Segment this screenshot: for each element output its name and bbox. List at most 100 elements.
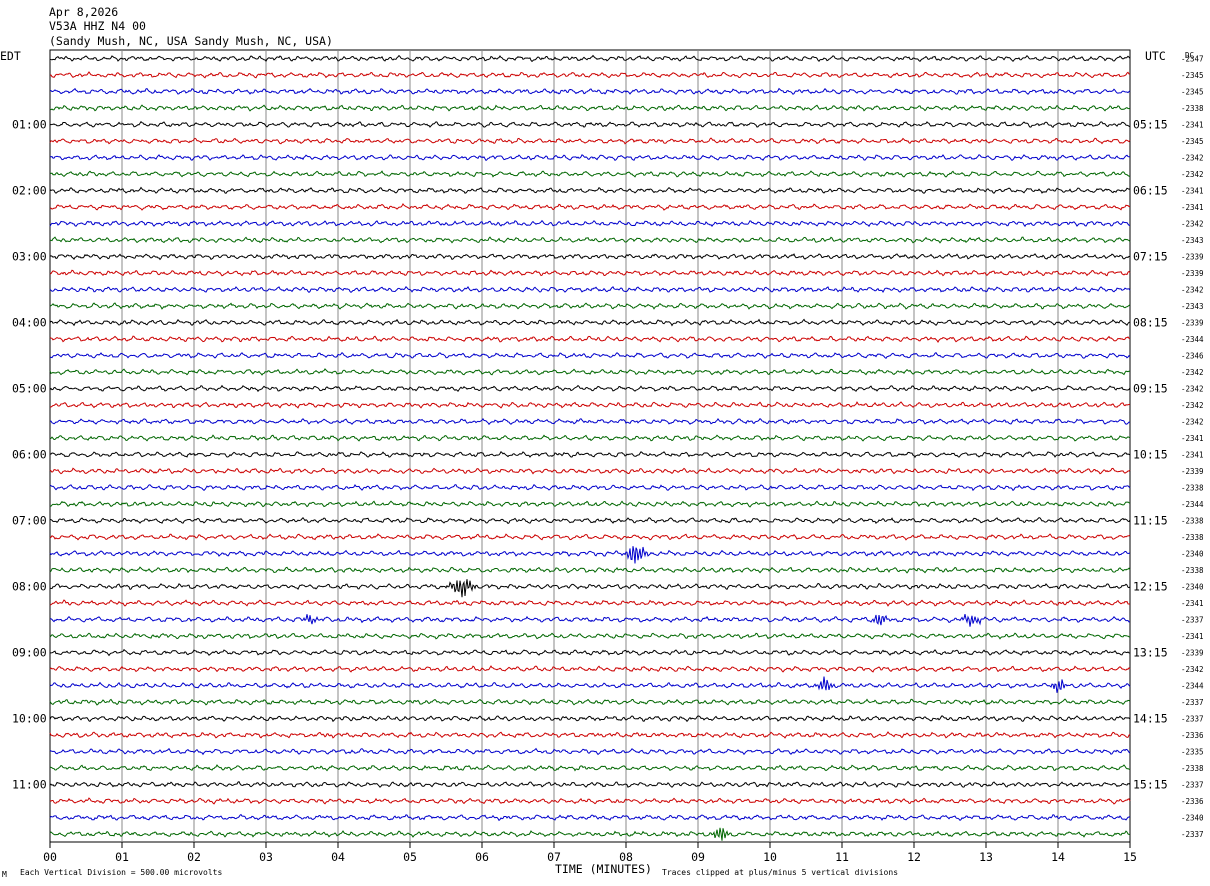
trace-row-47 — [49, 827, 1131, 841]
trace-row-7 — [49, 170, 1131, 178]
right-hour-label: 09:15 — [1133, 382, 1168, 396]
dc-value-label: -2336 — [1181, 731, 1204, 740]
trace-row-19 — [49, 368, 1131, 376]
x-tick-label: 06 — [475, 850, 489, 864]
dc-value-label: -2337 — [1181, 715, 1204, 724]
dc-value-label: -2341 — [1181, 203, 1204, 212]
seismogram-traces — [49, 54, 1131, 841]
dc-value-label: -2340 — [1181, 583, 1204, 592]
trace-row-46 — [49, 813, 1131, 822]
trace-row-20 — [49, 384, 1131, 393]
dc-header-label: DC — [1185, 51, 1194, 60]
right-hour-label: 12:15 — [1133, 580, 1168, 594]
dc-value-label: -2341 — [1181, 451, 1204, 460]
trace-row-43 — [49, 764, 1131, 772]
right-hour-label: 10:15 — [1133, 448, 1168, 462]
dc-value-label: -2338 — [1181, 484, 1204, 493]
dc-value-label: -2337 — [1181, 781, 1204, 790]
dc-value-label: -2342 — [1181, 286, 1204, 295]
trace-row-42 — [49, 747, 1131, 756]
left-hour-label: 10:00 — [12, 712, 47, 726]
dc-value-label: -2335 — [1181, 748, 1204, 757]
trace-row-36 — [49, 648, 1131, 657]
trace-row-38 — [49, 676, 1131, 693]
x-tick-label: 03 — [259, 850, 273, 864]
dc-value-label: -2345 — [1181, 88, 1204, 97]
trace-row-13 — [49, 269, 1131, 277]
dc-value-label: -2342 — [1181, 368, 1204, 377]
left-hour-label: 06:00 — [12, 448, 47, 462]
header-station: V53A HHZ N4 00 — [49, 19, 146, 33]
trace-row-12 — [49, 253, 1131, 261]
trace-row-35 — [49, 632, 1131, 640]
trace-row-23 — [49, 434, 1131, 442]
dc-value-label: -2339 — [1181, 649, 1204, 658]
clip-note: Traces clipped at plus/minus 5 vertical … — [662, 868, 898, 877]
plot-frame — [49, 49, 1131, 843]
dc-value-label: -2344 — [1181, 335, 1204, 344]
dc-value-label: -2342 — [1181, 401, 1204, 410]
left-hour-label: 03:00 — [12, 250, 47, 264]
trace-row-0 — [49, 54, 1131, 63]
dc-value-label: -2342 — [1181, 418, 1204, 427]
dc-value-label: -2338 — [1181, 764, 1204, 773]
dc-value-label: -2336 — [1181, 797, 1204, 806]
dc-value-label: -2338 — [1181, 566, 1204, 575]
x-tick-label: 00 — [43, 850, 57, 864]
trace-row-10 — [49, 219, 1131, 228]
trace-row-33 — [49, 599, 1131, 607]
left-hour-label: 04:00 — [12, 316, 47, 330]
x-tick-label: 02 — [187, 850, 201, 864]
dc-value-label: -2339 — [1181, 253, 1204, 262]
dc-value-label: -2342 — [1181, 154, 1204, 163]
trace-row-30 — [49, 546, 1131, 564]
x-tick-label: 14 — [1051, 850, 1065, 864]
dc-value-label: -2337 — [1181, 698, 1204, 707]
dc-value-label: -2341 — [1181, 599, 1204, 608]
trace-row-2 — [49, 87, 1131, 95]
trace-row-37 — [49, 665, 1131, 673]
right-hour-label: 06:15 — [1133, 184, 1168, 198]
left-hour-label: 05:00 — [12, 382, 47, 396]
trace-row-34 — [49, 613, 1131, 627]
dc-value-label: -2342 — [1181, 385, 1204, 394]
x-axis-label: TIME (MINUTES) — [555, 862, 652, 876]
left-hour-labels: 01:00 02:00 03:00 04:00 05:00 06:00 07:00 08:00… — [12, 118, 47, 792]
dc-value-label: -2347 — [1181, 55, 1204, 64]
left-timezone-label: EDT — [0, 49, 21, 63]
trace-row-17 — [49, 335, 1131, 343]
trace-row-44 — [49, 780, 1131, 788]
corner-mark: M — [2, 870, 7, 879]
dc-value-label: -2341 — [1181, 434, 1204, 443]
trace-row-9 — [49, 203, 1131, 211]
trace-row-18 — [49, 352, 1131, 360]
x-tick-label: 13 — [979, 850, 993, 864]
right-hour-label: 13:15 — [1133, 646, 1168, 660]
x-tick-label: 15 — [1123, 850, 1137, 864]
dc-value-label: -2344 — [1181, 500, 1204, 509]
x-tick-label: 01 — [115, 850, 129, 864]
dc-value-label: -2341 — [1181, 121, 1204, 130]
trace-row-14 — [49, 285, 1131, 294]
trace-row-40 — [49, 715, 1131, 723]
trace-row-29 — [49, 533, 1131, 541]
trace-row-3 — [49, 104, 1131, 112]
dc-value-label: -2343 — [1181, 236, 1204, 245]
left-hour-label: 09:00 — [12, 646, 47, 660]
dc-value-label: -2338 — [1181, 104, 1204, 113]
trace-row-8 — [49, 186, 1131, 194]
trace-row-15 — [49, 302, 1131, 310]
x-tick-label: 09 — [691, 850, 705, 864]
dc-value-label: -2339 — [1181, 467, 1204, 476]
trace-row-41 — [49, 731, 1131, 739]
header-date: Apr 8,2026 — [49, 5, 118, 19]
dc-value-label: -2340 — [1181, 814, 1204, 823]
dc-value-label: -2341 — [1181, 632, 1204, 641]
dc-value-label: -2345 — [1181, 71, 1204, 80]
dc-value-label: -2346 — [1181, 352, 1204, 361]
trace-row-31 — [49, 566, 1131, 574]
right-hour-label: 07:15 — [1133, 250, 1168, 264]
dc-value-label: -2342 — [1181, 220, 1204, 229]
dc-value-label: -2344 — [1181, 682, 1204, 691]
